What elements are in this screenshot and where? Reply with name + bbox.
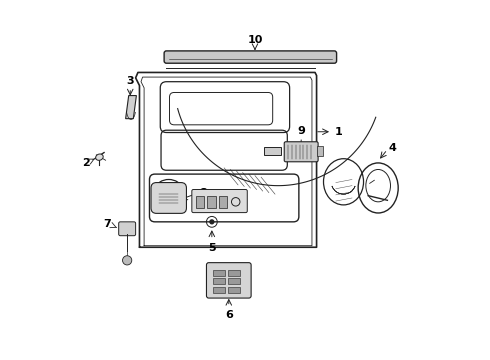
- FancyBboxPatch shape: [164, 51, 337, 63]
- Bar: [213, 287, 225, 293]
- FancyBboxPatch shape: [119, 222, 136, 236]
- Circle shape: [122, 256, 132, 265]
- Text: 5: 5: [208, 243, 216, 253]
- Bar: [228, 278, 240, 284]
- Bar: [213, 278, 225, 284]
- FancyBboxPatch shape: [206, 263, 251, 298]
- Text: 6: 6: [225, 310, 233, 320]
- Polygon shape: [125, 95, 136, 119]
- Text: 8: 8: [199, 188, 207, 198]
- Bar: [228, 270, 240, 276]
- Text: 3: 3: [126, 76, 134, 86]
- Text: 1: 1: [335, 127, 343, 137]
- FancyBboxPatch shape: [192, 189, 247, 213]
- FancyBboxPatch shape: [284, 142, 318, 162]
- Text: 7: 7: [103, 219, 111, 229]
- Bar: [228, 287, 240, 293]
- Ellipse shape: [96, 154, 103, 160]
- FancyBboxPatch shape: [151, 183, 186, 213]
- Text: 10: 10: [247, 35, 263, 45]
- Bar: [219, 196, 227, 208]
- Bar: [207, 196, 216, 208]
- Bar: [196, 196, 204, 208]
- Circle shape: [210, 220, 214, 224]
- Bar: [213, 270, 225, 276]
- Bar: [317, 147, 323, 156]
- Bar: [264, 147, 281, 155]
- Text: 4: 4: [389, 143, 397, 153]
- Text: 2: 2: [82, 158, 90, 168]
- Text: 9: 9: [297, 126, 305, 136]
